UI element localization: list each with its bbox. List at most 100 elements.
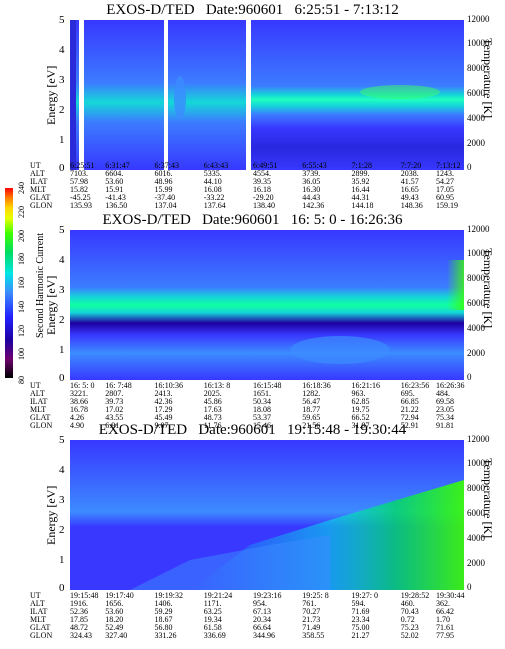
orbit-value: 45.49 — [154, 413, 173, 422]
orbit-value: 7:1:28 — [351, 161, 372, 170]
orbit-value: 19:23:16 — [253, 591, 282, 600]
panel3-ytick-1: 1 — [59, 554, 65, 566]
orbit-value: 16:13: 8 — [203, 381, 231, 390]
orbit-value: 16.18 — [253, 185, 271, 194]
orbit-value: 2025. — [203, 389, 222, 398]
panel2-y2tick-6000: 6000 — [467, 298, 485, 308]
orbit-value: 15.91 — [105, 185, 124, 194]
orbit-value: 16:21:16 — [351, 381, 380, 390]
orbit-value: 54.27 — [436, 177, 454, 186]
orbit-value: 63.25 — [203, 607, 222, 616]
orbit-value: 358.55 — [302, 631, 325, 640]
orbit-value: 16: 7:48 — [105, 381, 132, 390]
panel3-row-labels: UT ALT ILAT MLT GLAT GLON — [30, 592, 52, 640]
orbit-value: 15.99 — [154, 185, 173, 194]
panel2-ytick-2: 2 — [59, 314, 65, 326]
orbit-value: 16.44 — [351, 185, 370, 194]
colorbar-tick: 120 — [17, 324, 26, 337]
orbit-value: 1651. — [253, 389, 271, 398]
panel3-y2tick-12000: 12000 — [467, 434, 490, 444]
panel1-y2tick-10000: 10000 — [467, 38, 490, 48]
panel3-y2tick-2000: 2000 — [467, 558, 485, 568]
row-label: UT — [30, 161, 41, 170]
orbit-value: 142.36 — [302, 201, 325, 210]
panel2-row-labels: UT ALT ILAT MLT GLAT GLON — [30, 382, 52, 430]
orbit-value: 3739. — [302, 169, 321, 178]
orbit-value: 144.18 — [351, 201, 374, 210]
panel1-ytick-0: 0 — [59, 162, 65, 174]
panel1-ylabel: Energy [eV] — [44, 65, 58, 125]
orbit-value: 42.36 — [154, 397, 173, 406]
orbit-value: 75.34 — [436, 413, 454, 422]
panel1-y2tick-8000: 8000 — [467, 63, 485, 73]
orbit-value: 48.96 — [154, 177, 173, 186]
orbit-value: 16.08 — [203, 185, 222, 194]
orbit-value: 7:7:20 — [400, 161, 422, 170]
orbit-value: 16:18:36 — [302, 381, 331, 390]
orbit-value: -41.43 — [105, 193, 126, 202]
orbit-value: 56.80 — [154, 623, 173, 632]
orbit-value: 19.75 — [351, 405, 370, 414]
colorbar-tick: 200 — [17, 229, 26, 242]
panel2-spectrogram — [70, 230, 464, 380]
panel1-ytick-4: 4 — [59, 44, 65, 56]
orbit-value: 362. — [436, 599, 450, 608]
orbit-value: 66.64 — [253, 623, 271, 632]
orbit-value: 44.31 — [351, 193, 370, 202]
panel3-y2tick-10000: 10000 — [467, 458, 490, 468]
orbit-value: 23.34 — [351, 615, 370, 624]
orbit-value: 35.92 — [351, 177, 370, 186]
orbit-value: 53.60 — [105, 607, 124, 616]
panel3-y2tick-6000: 6000 — [467, 508, 485, 518]
orbit-value: 38.66 — [70, 397, 88, 406]
orbit-value: 91.81 — [436, 421, 454, 430]
panel3-heatmap — [70, 440, 464, 590]
orbit-value: 1282. — [302, 389, 321, 398]
orbit-value: 16:10:36 — [154, 381, 183, 390]
orbit-value: 50.34 — [253, 397, 271, 406]
orbit-value: 17.02 — [105, 405, 124, 414]
orbit-value: 17.85 — [70, 615, 88, 624]
orbit-value: 39.73 — [105, 397, 124, 406]
panel3-ytick-2: 2 — [59, 524, 65, 536]
orbit-value: 2899. — [351, 169, 370, 178]
orbit-value: 138.40 — [253, 201, 275, 210]
panel1-spectrogram — [70, 20, 464, 170]
panel3-ylabel: Energy [eV] — [44, 485, 58, 545]
row-label: MLT — [30, 185, 47, 194]
orbit-value: 19.34 — [203, 615, 222, 624]
orbit-value: 39.35 — [253, 177, 271, 186]
orbit-value: 327.40 — [105, 631, 128, 640]
panel3-spectrogram — [70, 440, 464, 590]
orbit-value: 21.73 — [302, 615, 321, 624]
orbit-value: 61.58 — [203, 623, 222, 632]
panel2-ytick-1: 1 — [59, 344, 65, 356]
orbit-value: 1406. — [154, 599, 173, 608]
orbit-value: 17.29 — [154, 405, 173, 414]
orbit-value: 70.27 — [302, 607, 321, 616]
row-label: MLT — [30, 405, 47, 414]
row-label: GLON — [30, 201, 53, 210]
panel2-ytick-5: 5 — [59, 224, 65, 236]
panel1-heatmap — [70, 20, 464, 170]
panel2-y2tick-10000: 10000 — [467, 248, 490, 258]
orbit-value: 594. — [351, 599, 366, 608]
orbit-value: 66.52 — [351, 413, 370, 422]
orbit-value: 761. — [302, 599, 317, 608]
panel1-ytick-2: 2 — [59, 104, 65, 116]
orbit-value: 48.72 — [70, 623, 88, 632]
orbit-value: 3221. — [70, 389, 88, 398]
row-label: ALT — [30, 599, 45, 608]
panel1-y2tick-12000: 12000 — [467, 14, 490, 24]
orbit-value: 20.34 — [253, 615, 271, 624]
orbit-value: 6:43:43 — [203, 161, 229, 170]
orbit-value: 60.95 — [436, 193, 454, 202]
panel2-ytick-3: 3 — [59, 284, 65, 296]
orbit-value: 66.42 — [436, 607, 454, 616]
row-label: ILAT — [30, 397, 48, 406]
orbit-value: 71.49 — [302, 623, 321, 632]
panel2-ylabel: Energy [eV] — [44, 275, 58, 335]
orbit-value: 48.73 — [203, 413, 222, 422]
orbit-value: 695. — [400, 389, 415, 398]
orbit-value: 954. — [253, 599, 267, 608]
